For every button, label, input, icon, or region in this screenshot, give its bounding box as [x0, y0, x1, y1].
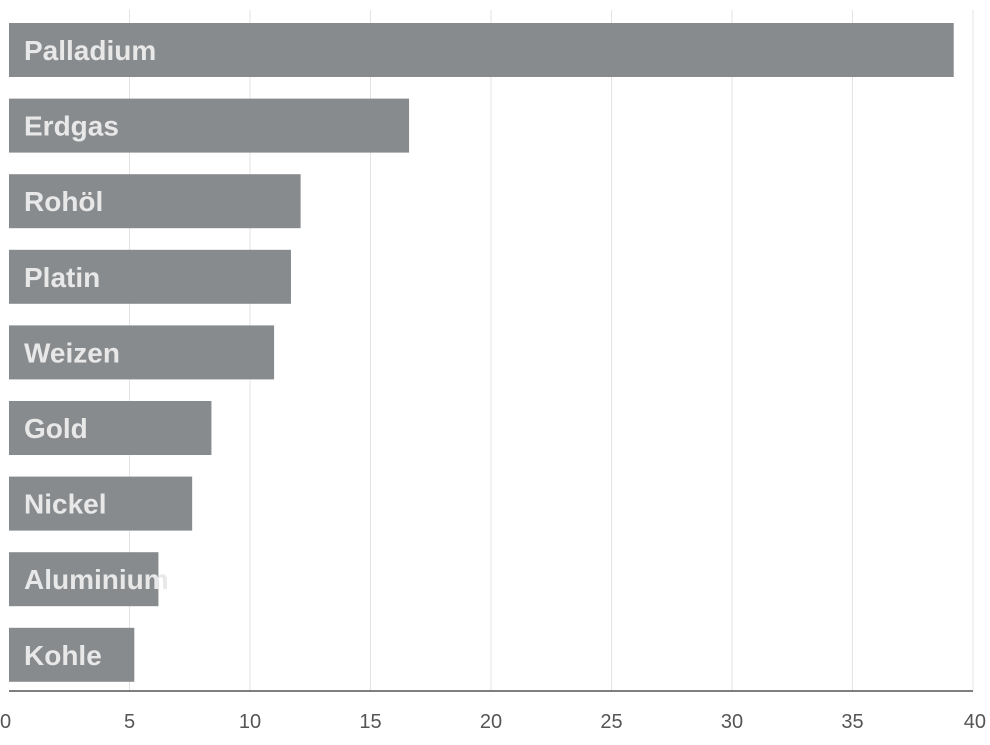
bar-weizen — [9, 325, 275, 380]
bar-label-erdgas: Erdgas — [24, 111, 119, 142]
x-tick-label-30: 30 — [721, 711, 743, 733]
x-tick-labels: 0 5 10 15 20 25 30 35 40 — [0, 711, 986, 733]
bar-label-kohle: Kohle — [24, 640, 102, 671]
bars — [9, 23, 954, 682]
bar-gold — [9, 401, 212, 455]
bar-label-platin: Platin — [24, 262, 100, 293]
bar-aluminium — [9, 552, 159, 607]
bar-label-aluminium: Aluminium — [24, 564, 169, 595]
bar-palladium — [9, 23, 954, 77]
bar-label-palladium: Palladium — [24, 35, 156, 66]
x-tick-label-10: 10 — [239, 711, 261, 733]
x-tick-label-15: 15 — [359, 711, 381, 733]
x-tick-label-40: 40 — [964, 711, 986, 733]
x-tick-label-5: 5 — [124, 711, 135, 733]
bar-labels: Palladium Erdgas Rohöl Platin Weizen Gold Nick… — [24, 35, 169, 671]
bar-kohle — [9, 627, 135, 682]
bar-label-roh-l: Rohöl — [24, 186, 103, 217]
x-tick-label-20: 20 — [480, 711, 502, 733]
bar-roh-l — [9, 174, 301, 229]
x-tick-label-0: 0 — [0, 711, 11, 733]
bar-platin — [9, 249, 291, 304]
x-tick-label-25: 25 — [600, 711, 622, 733]
x-tick-label-35: 35 — [841, 711, 863, 733]
bar-label-gold: Gold — [24, 413, 88, 444]
bar-label-nickel: Nickel — [24, 489, 107, 520]
bar-nickel — [9, 476, 193, 531]
bar-erdgas — [9, 98, 410, 153]
bar-label-weizen: Weizen — [24, 337, 120, 368]
